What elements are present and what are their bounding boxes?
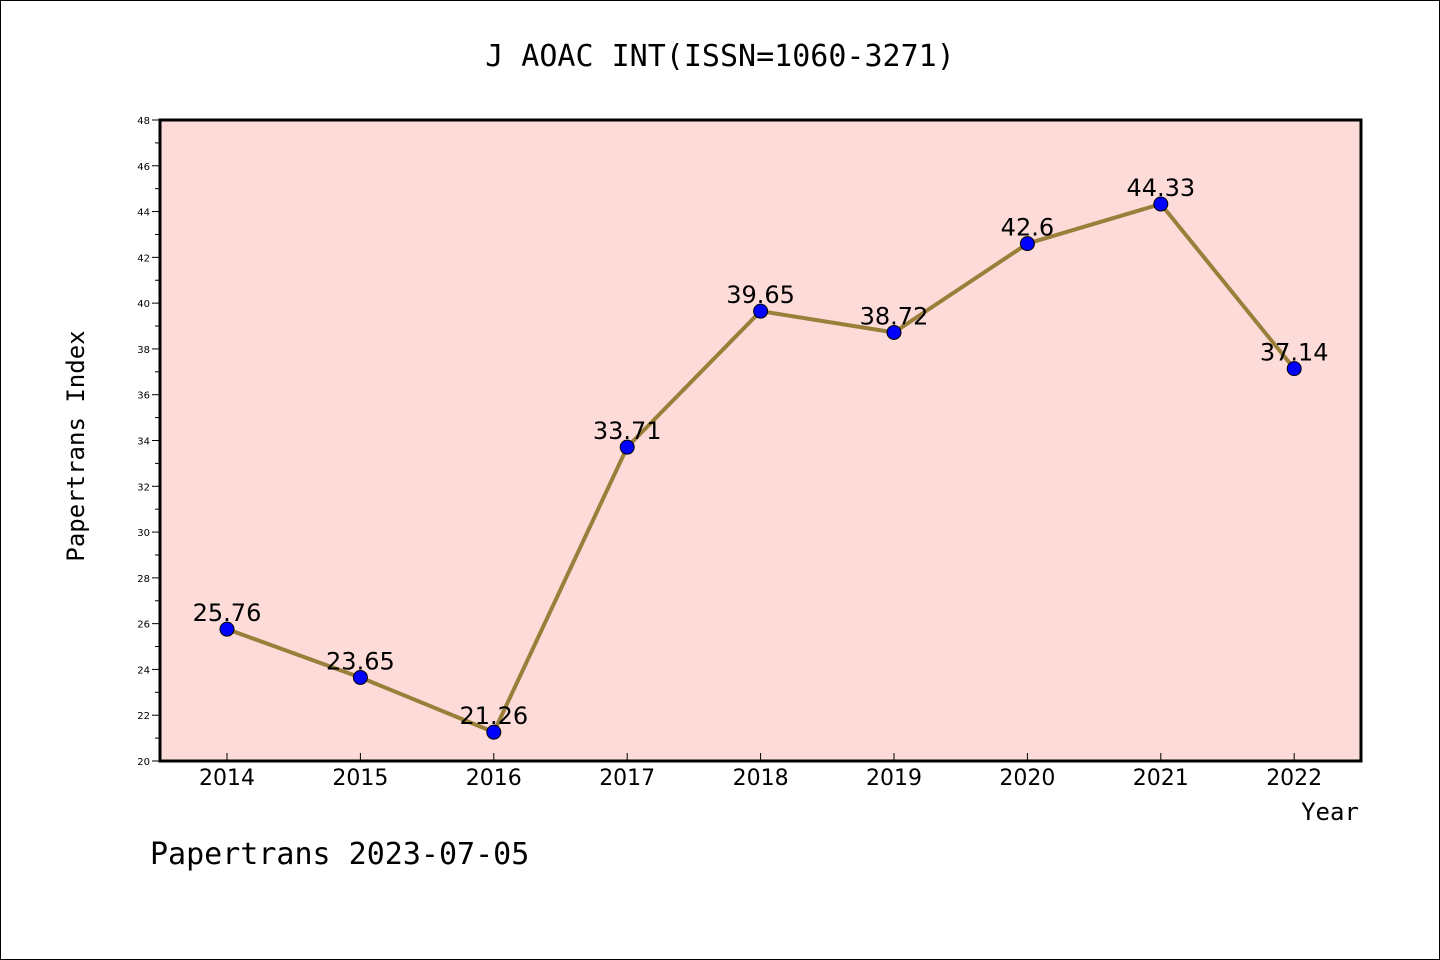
x-tick-label: 2020 [999,766,1055,791]
data-point [1153,196,1169,212]
plot-border [158,118,1363,763]
y-tick-label: 30 [137,528,150,539]
data-label: 44.33 [1126,174,1195,202]
x-tick-label: 2017 [599,766,655,791]
data-point [1019,236,1035,252]
y-tick-label: 38 [137,345,150,356]
y-tick-label: 48 [137,116,150,127]
x-axis-label: Year [1301,798,1359,826]
x-axis: 2014 2015 2016 2017 2018 2019 2020 2021 2022 [199,753,1322,791]
y-tick-label: 42 [137,253,150,264]
y-tick-label: 26 [137,620,150,631]
y-axis: 20 22 24 26 28 30 32 34 36 38 40 42 44 46 48 [137,116,160,768]
x-tick-label: 2022 [1266,766,1322,791]
y-tick-label: 32 [137,482,150,493]
y-tick-label: 36 [137,391,150,402]
y-tick-label: 28 [137,574,150,585]
y-tick-label: 46 [137,162,150,173]
data-label: 23.65 [326,647,395,675]
data-label: 37.14 [1260,339,1329,367]
y-tick-label: 44 [137,208,150,219]
data-point [352,669,368,685]
y-tick-label: 24 [137,665,150,676]
x-tick-label: 2019 [866,766,922,791]
data-labels: 25.76 23.65 21.26 33.71 39.65 38.72 42.6 44.33 3… [193,174,1329,730]
y-tick-label: 34 [137,437,150,448]
data-point [219,621,235,637]
data-point [619,439,635,455]
data-point [753,303,769,319]
x-tick-label: 2018 [733,766,789,791]
data-label: 39.65 [726,281,795,309]
x-tick-label: 2021 [1133,766,1189,791]
series-markers [219,196,1302,740]
data-point [486,724,502,740]
x-tick-label: 2014 [199,766,255,791]
data-label: 25.76 [193,599,262,627]
chart-title: J AOAC INT(ISSN=1060-3271) [485,39,955,74]
y-axis-label: Papertrans Index [62,330,90,561]
footer-text: Papertrans 2023-07-05 [150,837,529,872]
data-label: 33.71 [593,417,662,445]
y-tick-label: 40 [137,299,150,310]
y-tick-label: 22 [137,711,150,722]
data-label: 38.72 [860,302,929,330]
data-point [886,324,902,340]
data-label: 42.6 [1001,214,1054,242]
y-tick-label: 20 [137,757,150,768]
x-tick-label: 2015 [332,766,388,791]
x-tick-label: 2016 [466,766,522,791]
data-point [1286,361,1302,377]
data-label: 21.26 [459,702,528,730]
plot-area [160,120,1361,761]
